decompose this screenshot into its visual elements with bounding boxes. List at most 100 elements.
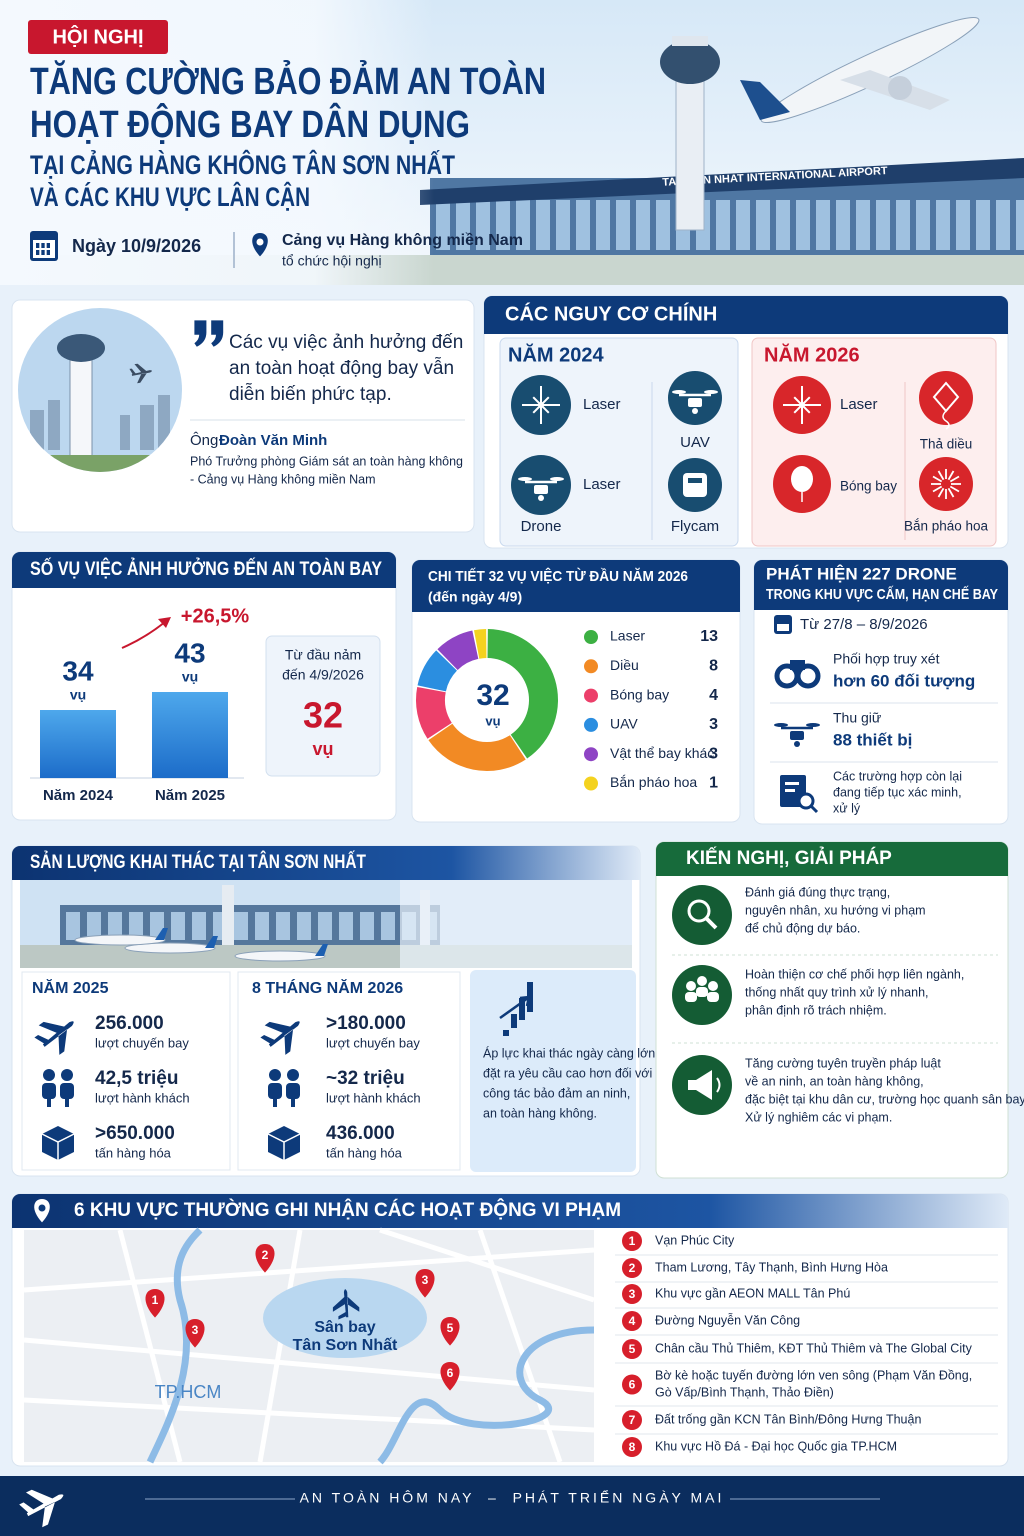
note-text: Áp lực khai thác ngày càng lớn, xyxy=(483,1045,659,1060)
list-badge xyxy=(622,1410,642,1430)
list-badge xyxy=(622,1437,642,1457)
rec-title: KIẾN NGHỊ, GIẢI PHÁP xyxy=(686,847,892,869)
ytd-label: Từ đầu nảm xyxy=(285,647,361,663)
ytd-unit: vụ xyxy=(312,739,333,759)
ytd-box xyxy=(265,635,381,777)
plane-icon xyxy=(19,1489,64,1528)
legend-value: 13 xyxy=(700,628,718,645)
bar-unit: vụ xyxy=(182,669,198,685)
pin-icon xyxy=(255,1244,275,1273)
terminal-glass xyxy=(816,200,830,250)
ytd-value: 32 xyxy=(303,695,343,736)
calendar-cell xyxy=(36,250,40,255)
rec-text: đặc biệt tại khu dân cư, trường học quan… xyxy=(745,1092,1024,1106)
list-text: Khu vực gần AEON MALL Tân Phú xyxy=(655,1286,850,1300)
drone-body xyxy=(534,485,548,494)
bar-unit: vụ xyxy=(70,687,86,703)
growth-bar xyxy=(511,1014,517,1028)
photo-plane xyxy=(234,950,326,962)
stat-value: 42,5 triệu xyxy=(95,1068,178,1089)
donut-segment xyxy=(415,686,452,739)
box-edge xyxy=(267,1133,301,1160)
legend-value: 1 xyxy=(709,775,718,792)
quote-text: an toàn hoạt động bay vẫn xyxy=(229,357,454,379)
donut-segment xyxy=(437,630,479,670)
calendar-cell xyxy=(46,250,50,255)
calendar-cell xyxy=(36,243,40,248)
photo-glass xyxy=(339,912,353,940)
rec-icon xyxy=(672,885,732,945)
firework-ray xyxy=(947,470,955,481)
legend-dot xyxy=(584,659,598,674)
list-number: 2 xyxy=(629,1261,636,1275)
legend-dot xyxy=(584,630,598,644)
person-head xyxy=(269,1069,281,1081)
title: HOẠT ĐỘNG BAY DÂN DỤNG xyxy=(30,101,470,146)
period-label: NĂM 2025 xyxy=(32,978,109,997)
pin-icon xyxy=(145,1289,165,1318)
risk-icon xyxy=(919,371,973,425)
list-number: 6 xyxy=(629,1378,636,1392)
risk-label: Thả diều xyxy=(920,437,973,452)
bar-value: 43 xyxy=(174,637,205,668)
photo-glass xyxy=(192,912,206,940)
map-road xyxy=(257,1229,303,1463)
legend-dot xyxy=(584,776,598,791)
risk-label: Flycam xyxy=(671,518,719,535)
list-number: 5 xyxy=(629,1342,636,1356)
legend-label: Vật thể bay khác xyxy=(610,745,714,761)
donut-segment xyxy=(428,723,526,771)
bar xyxy=(152,692,228,778)
list-badge xyxy=(622,1374,642,1395)
stat-unit: lượt hành khách xyxy=(326,1090,421,1105)
list-text: Đất trống gần KCN Tân Bình/Đông Hưng Thu… xyxy=(655,1412,921,1426)
calendar-cell xyxy=(46,243,50,248)
risk-label: Laser xyxy=(840,396,878,413)
list-number: 1 xyxy=(629,1234,636,1248)
risk-label: Laser xyxy=(583,476,621,493)
organizer: Cảng vụ Hàng không miền Nam xyxy=(282,232,523,249)
change: +26,5% xyxy=(181,605,250,627)
date: Ngày 10/9/2026 xyxy=(72,236,201,256)
legend-label: Bắn pháo hoa xyxy=(610,774,697,790)
firework-ray xyxy=(949,475,960,483)
drone-text: Các trường hợp còn lại xyxy=(833,769,962,783)
terminal-glass xyxy=(756,200,770,250)
legend-dot xyxy=(584,747,598,762)
terminal-glass xyxy=(976,200,990,250)
map-header xyxy=(12,1194,1008,1228)
kite-tail xyxy=(942,410,950,430)
list-badge xyxy=(622,1231,642,1251)
group-head xyxy=(686,981,696,991)
photo-tower xyxy=(222,885,234,945)
plane-icon xyxy=(332,1289,360,1320)
photo-glass xyxy=(360,912,374,940)
photo-glass xyxy=(234,912,248,940)
pin-icon xyxy=(415,1269,435,1298)
city-label: TP.HCM xyxy=(155,1382,222,1402)
rec-text: nguyên nhân, xu hướng vi phạm xyxy=(745,903,926,917)
drone-title: PHÁT HIỆN 227 DRONE xyxy=(766,564,957,583)
quote-photo xyxy=(18,308,182,472)
aircraft-engine xyxy=(888,76,912,100)
donut-header xyxy=(412,560,740,612)
doc-handle xyxy=(809,804,819,814)
bar-title: SỐ VỤ VIỆC ẢNH HƯỞNG ĐẾN AN TOÀN BAY xyxy=(30,558,382,580)
risk-label: Drone xyxy=(521,518,562,535)
pin-number: 5 xyxy=(447,1321,454,1335)
photo-glass xyxy=(87,912,101,940)
pin-number: 6 xyxy=(447,1366,454,1380)
rec-header xyxy=(656,842,1008,876)
binocular-bridge xyxy=(790,660,805,670)
box-edge xyxy=(41,1133,75,1160)
risks-header xyxy=(484,296,1008,334)
firework-ray xyxy=(949,485,960,493)
drone-rotor xyxy=(774,723,788,727)
badge-bg xyxy=(28,20,168,54)
rec-text: Hoàn thiện cơ chế phối hợp liên ngành, xyxy=(745,967,964,981)
rec-text: phân định rõ trách nhiệm. xyxy=(745,1003,887,1017)
risk-label: UAV xyxy=(680,434,710,451)
group-body xyxy=(696,987,708,997)
firework-ray xyxy=(937,487,945,498)
